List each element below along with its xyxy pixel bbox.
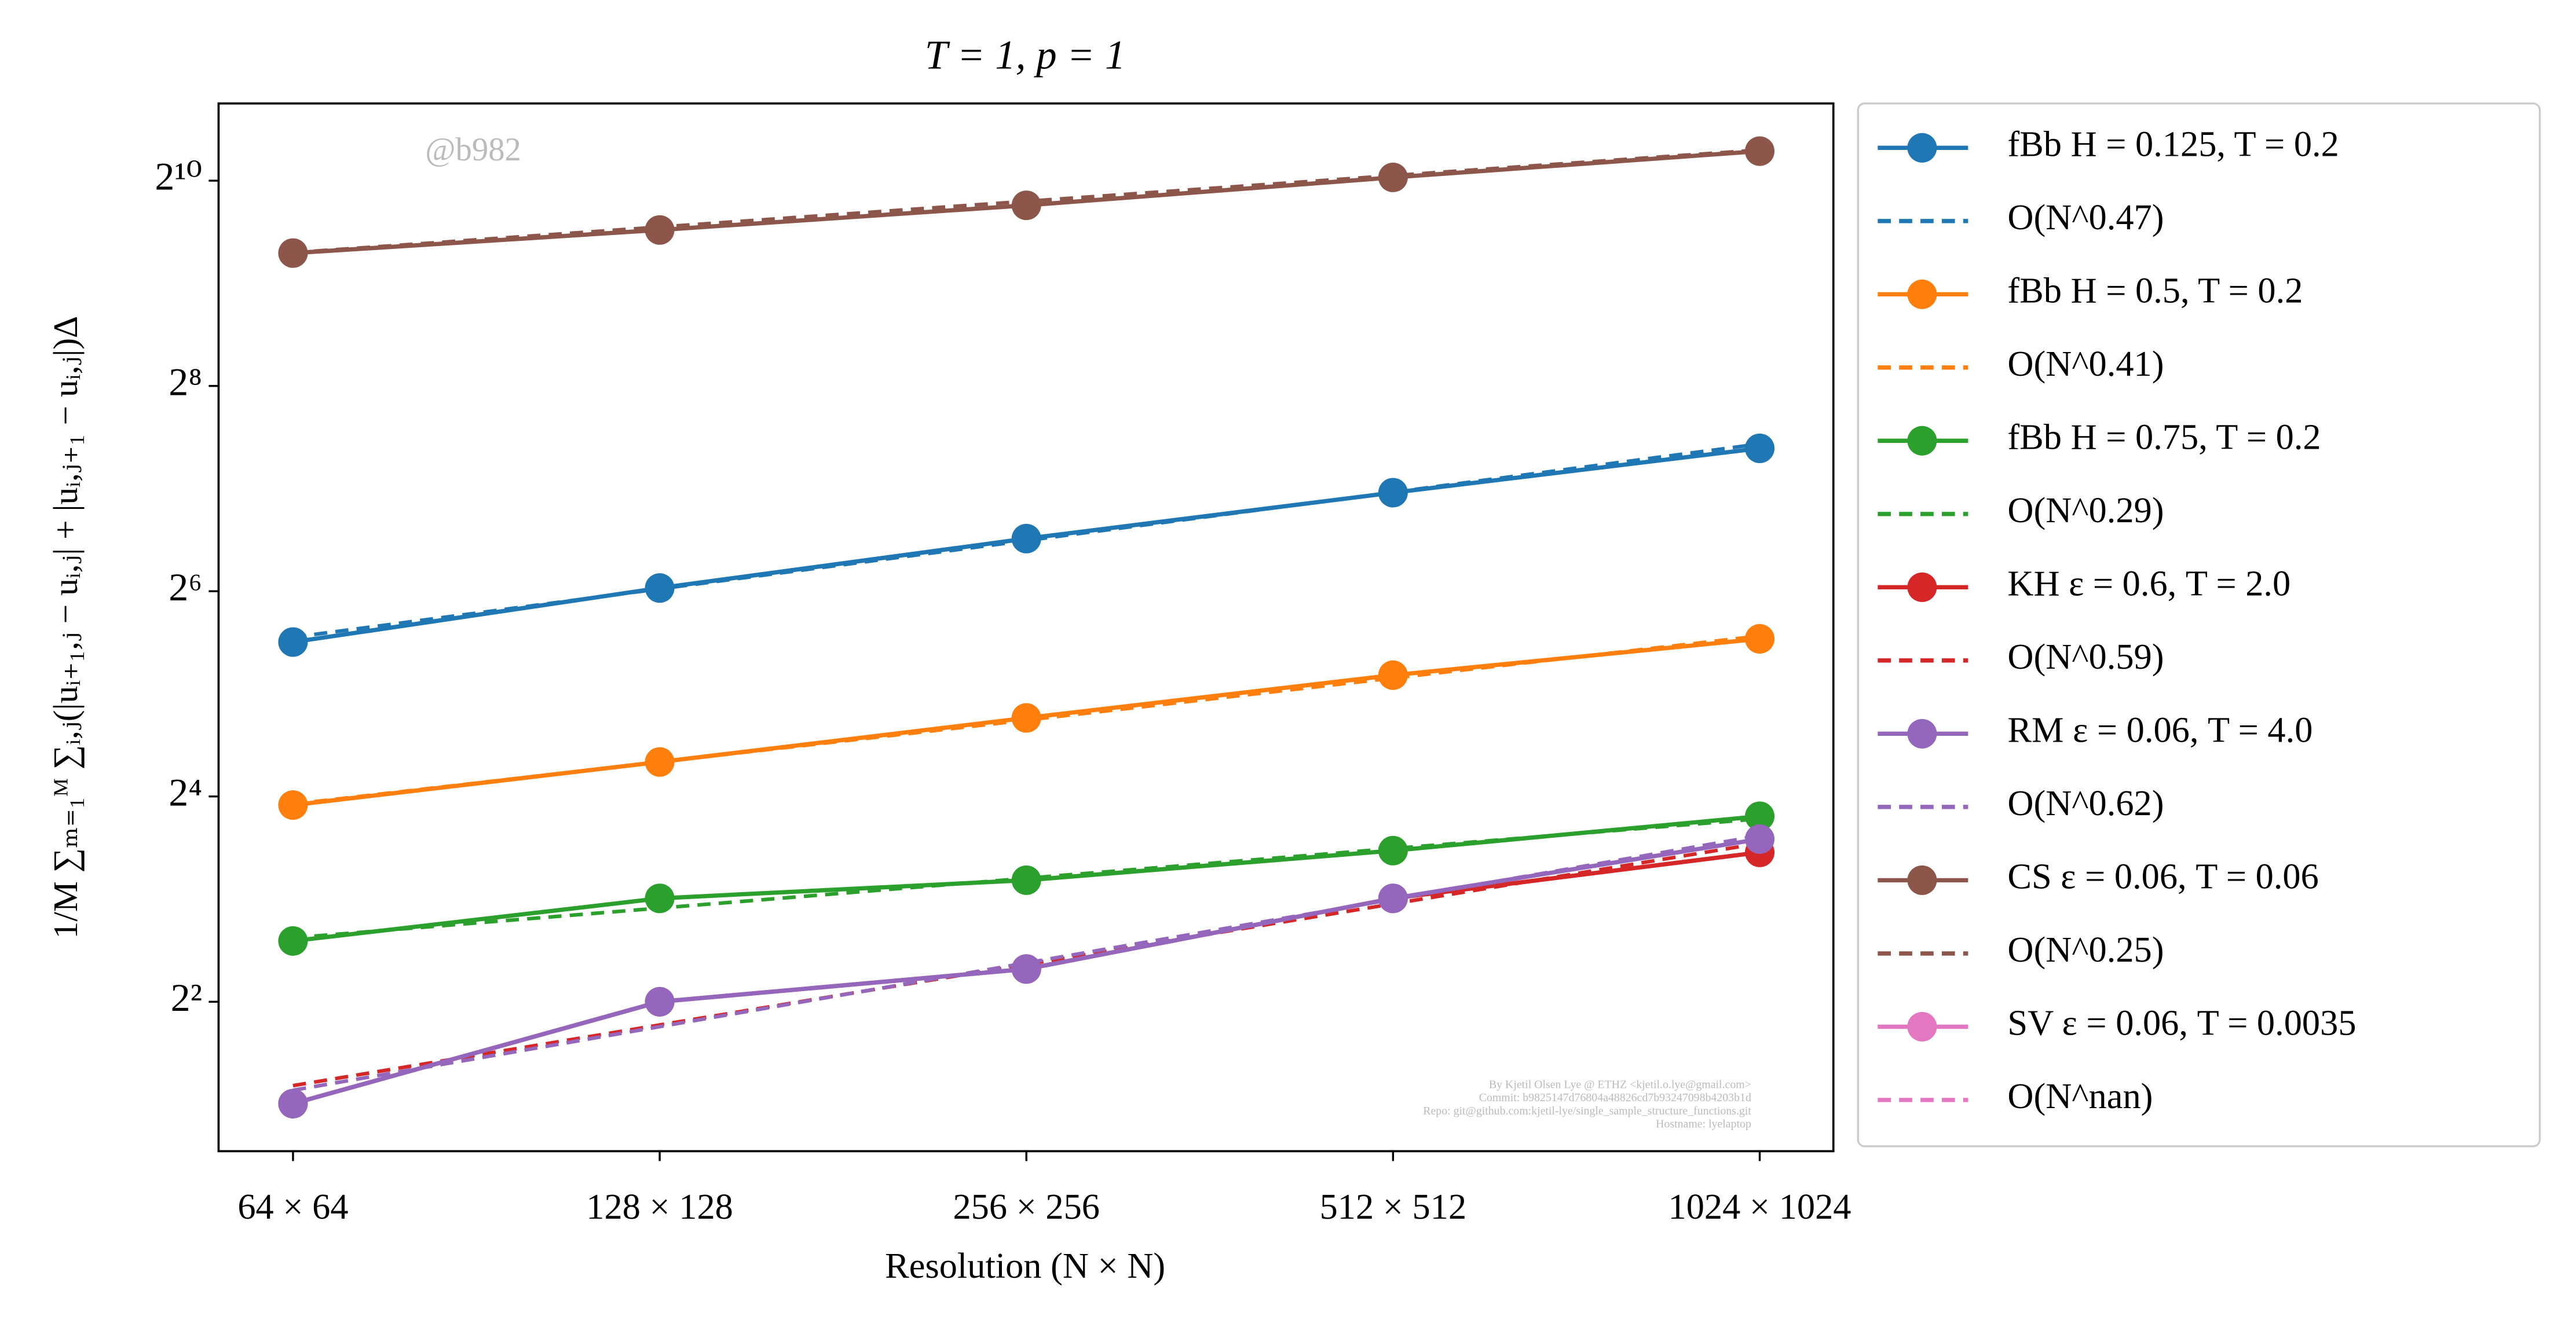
legend-label: O(N^nan) — [2007, 1076, 2153, 1116]
legend-marker — [1907, 133, 1937, 163]
legend-label: O(N^0.25) — [2007, 930, 2164, 970]
data-point — [278, 790, 308, 820]
legend-marker — [1907, 426, 1937, 456]
series-line — [292, 817, 1760, 940]
x-tick-label: 256 × 256 — [953, 1187, 1100, 1227]
credit: Commit: b9825147d76804a48826cd7b93247098… — [1479, 1091, 1751, 1104]
legend-marker — [1907, 865, 1937, 895]
legend-label: KH ε = 0.6, T = 2.0 — [2007, 564, 2290, 604]
data-point — [1378, 835, 1408, 866]
data-point — [1744, 433, 1775, 463]
data-point — [1011, 954, 1041, 984]
legend-label: fBb H = 0.125, T = 0.2 — [2007, 124, 2339, 164]
legend-label: O(N^0.41) — [2007, 344, 2164, 384]
legend-label: RM ε = 0.06, T = 4.0 — [2007, 710, 2312, 750]
data-point — [1378, 660, 1408, 690]
data-point — [1011, 703, 1041, 733]
y-tick-label: 2⁸ — [169, 360, 202, 404]
credit: By Kjetil Olsen Lye @ ETHZ <kjetil.o.lye… — [1489, 1079, 1751, 1091]
data-point — [645, 215, 675, 245]
legend-label: fBb H = 0.5, T = 0.2 — [2007, 271, 2303, 311]
legend-label: O(N^0.29) — [2007, 490, 2164, 530]
x-axis-label: Resolution (N × N) — [885, 1246, 1165, 1286]
legend-marker — [1907, 572, 1937, 602]
legend-marker — [1907, 1011, 1937, 1042]
series-line — [292, 841, 1761, 1088]
data-point — [1744, 824, 1775, 854]
data-point — [1011, 865, 1041, 895]
x-tick-label: 1024 × 1024 — [1668, 1187, 1851, 1227]
legend-label: O(N^0.59) — [2007, 637, 2164, 677]
watermark: @b982 — [425, 131, 521, 168]
legend-label: CS ε = 0.06, T = 0.06 — [2007, 857, 2318, 897]
series-line — [292, 148, 1760, 255]
chart-title: T = 1, p = 1 — [925, 32, 1126, 78]
data-point — [278, 1088, 308, 1119]
credit: Repo: git@github.com:kjetil-lye/single_s… — [1423, 1105, 1751, 1117]
y-axis-label: 1/M ∑ₘ₌₁ᴹ ∑ᵢ,ⱼ(|uᵢ₊₁,ⱼ − uᵢ,ⱼ| + |uᵢ,ⱼ₊₁… — [46, 316, 85, 939]
series-line — [292, 442, 1760, 639]
data-point — [1744, 624, 1775, 654]
legend-label: fBb H = 0.75, T = 0.2 — [2007, 417, 2321, 457]
y-tick-label: 2¹⁰ — [155, 155, 202, 199]
data-point — [1378, 162, 1408, 192]
legend: fBb H = 0.125, T = 0.2 O(N^0.47) fBb H = 0… — [1857, 102, 2541, 1147]
series-line — [292, 834, 1761, 1092]
data-point — [278, 926, 308, 956]
legend-label: O(N^0.62) — [2007, 783, 2164, 823]
plot-frame — [217, 102, 1835, 1153]
legend-box — [1857, 102, 2541, 1147]
data-point — [1011, 190, 1041, 221]
x-tick-label: 128 × 128 — [586, 1187, 733, 1227]
legend-marker — [1907, 718, 1937, 749]
data-point — [1378, 478, 1408, 508]
legend-label: O(N^0.47) — [2007, 197, 2164, 237]
data-point — [278, 627, 308, 657]
data-point — [1744, 136, 1775, 166]
series-line — [292, 634, 1760, 806]
data-point — [1011, 523, 1041, 553]
y-tick-label: 2⁶ — [169, 565, 202, 609]
data-point — [1744, 801, 1775, 831]
legend-label: SV ε = 0.06, T = 0.0035 — [2007, 1003, 2356, 1043]
x-tick-label: 512 × 512 — [1320, 1187, 1467, 1227]
y-tick-label: 2⁴ — [169, 770, 202, 814]
legend-marker — [1907, 279, 1937, 309]
data-point — [645, 987, 675, 1017]
y-tick-label: 2² — [171, 976, 202, 1020]
data-point — [278, 238, 308, 268]
x-tick-label: 64 × 64 — [237, 1187, 348, 1227]
credit: Hostname: lyelaptop — [1656, 1118, 1751, 1131]
